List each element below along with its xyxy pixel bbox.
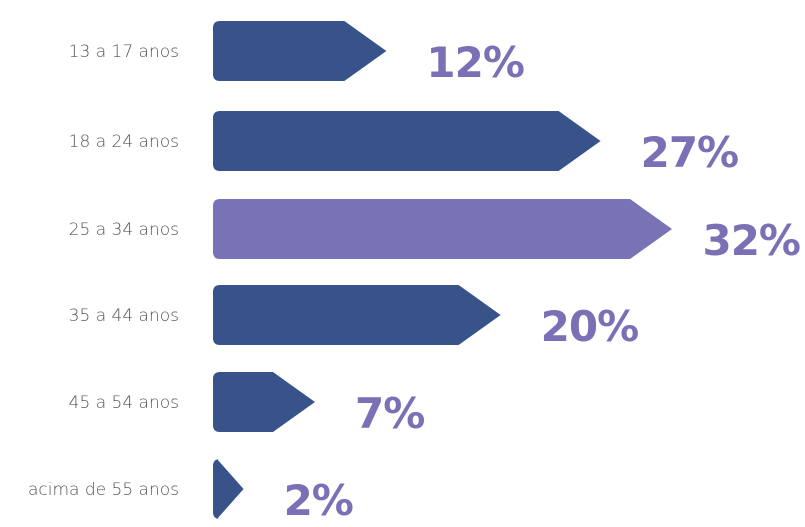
category-labels-group: 13 a 17 anos 18 a 24 anos 25 a 34 anos 35 a… bbox=[28, 42, 179, 500]
bar-35-a-44-anos bbox=[213, 285, 501, 345]
category-label-acima-de-55-anos: acima de 55 anos bbox=[28, 480, 179, 500]
bar-13-a-17-anos bbox=[213, 21, 387, 81]
value-labels-group: 12% 27% 32% 20% 7%2% bbox=[284, 38, 801, 525]
bar-18-a-24-anos bbox=[213, 111, 601, 171]
value-label-acima-de-55-anos: 2% bbox=[284, 476, 353, 525]
category-label-25-a-34-anos: 25 a 34 anos bbox=[69, 220, 179, 240]
value-label-35-a-44-anos: 20% bbox=[541, 302, 639, 351]
category-label-18-a-24-anos: 18 a 24 anos bbox=[69, 132, 179, 152]
bars-group bbox=[213, 21, 672, 519]
value-label-45-a-54-anos: 7% bbox=[355, 389, 424, 438]
bar-45-a-54-anos bbox=[213, 372, 315, 432]
category-label-13-a-17-anos: 13 a 17 anos bbox=[69, 42, 179, 62]
value-label-18-a-24-anos: 27% bbox=[641, 128, 739, 177]
bar-acima-de-55-anos bbox=[213, 459, 244, 519]
bar-25-a-34-anos bbox=[213, 199, 672, 259]
value-label-13-a-17-anos: 12% bbox=[426, 38, 524, 87]
category-label-35-a-44-anos: 35 a 44 anos bbox=[69, 306, 179, 326]
category-label-45-a-54-anos: 45 a 54 anos bbox=[69, 393, 179, 413]
value-label-25-a-34-anos: 32% bbox=[702, 216, 800, 265]
